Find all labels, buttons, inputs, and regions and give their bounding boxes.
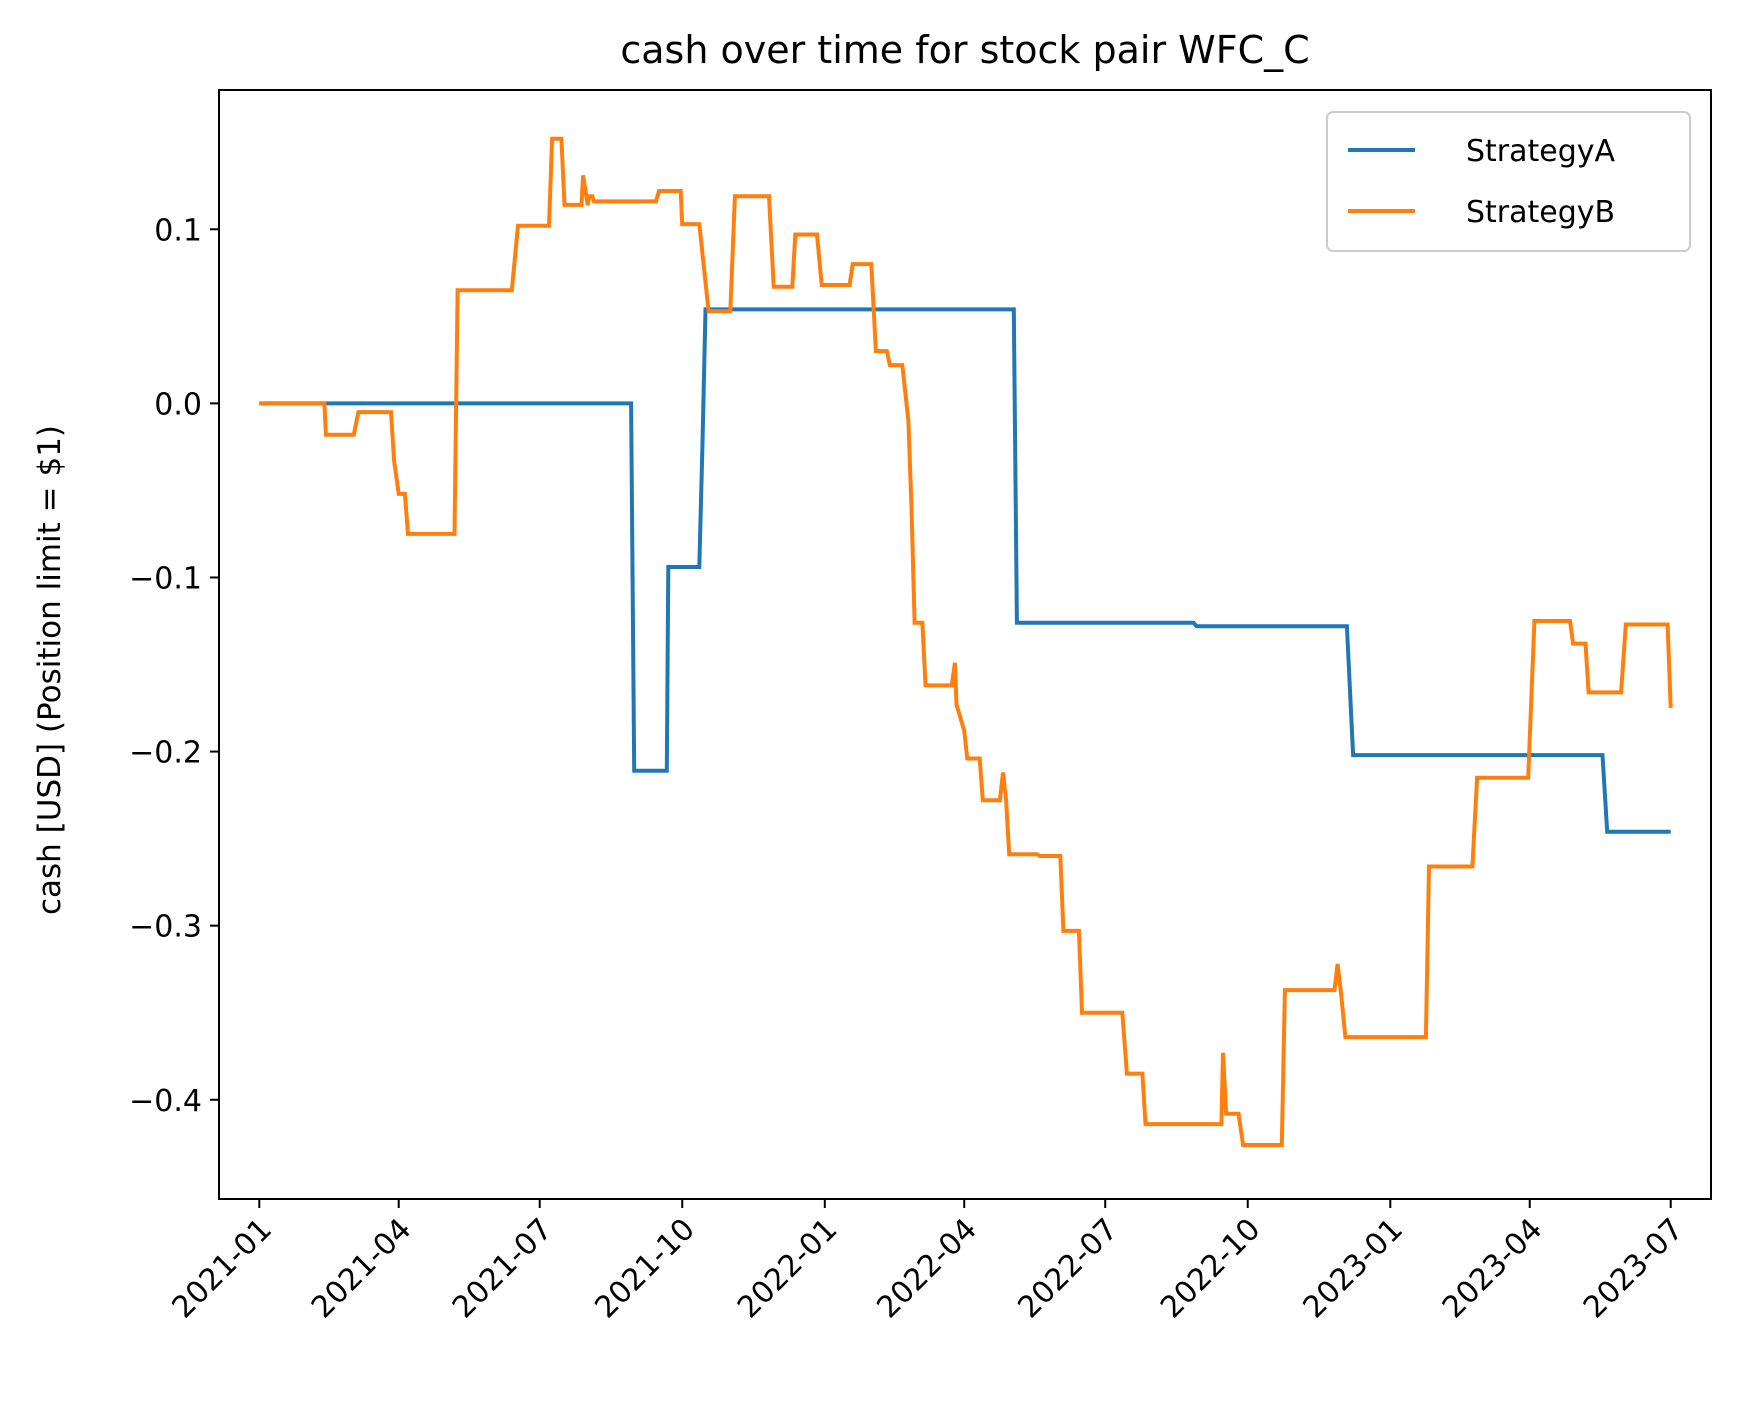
x-tick-label: 2023-07 [1577,1212,1690,1325]
legend-label-strategy-b: StrategyB [1466,195,1615,230]
x-tick-label: 2021-01 [166,1212,279,1325]
x-axis: 2021-01 2021-04 2021-07 2021-10 2022-01 2022-… [166,1199,1690,1325]
y-tick-label: −0.1 [129,561,202,596]
x-tick-label: 2023-01 [1297,1212,1410,1325]
y-tick-label: 0.1 [154,213,202,248]
x-tick-label: 2022-04 [870,1212,983,1325]
y-tick-label: −0.3 [129,910,202,945]
legend-box [1326,111,1691,252]
series-layer [259,136,1673,1147]
y-tick-label: −0.2 [129,736,202,771]
x-tick-label: 2022-01 [731,1212,844,1325]
series-line-strategyb [259,136,1673,1147]
x-tick-label: 2023-04 [1436,1212,1549,1325]
chart-title: cash over time for stock pair WFC_C [620,28,1309,72]
legend: StrategyA StrategyB [1326,111,1691,252]
y-tick-label: −0.4 [129,1084,202,1119]
y-tick-label: 0.0 [154,387,202,422]
x-tick-label: 2022-07 [1011,1212,1124,1325]
y-axis: 0.1 0.0 −0.1 −0.2 −0.3 −0.4 [129,213,219,1119]
legend-label-strategy-a: StrategyA [1466,134,1616,169]
y-axis-label: cash [USD] (Position limit = $1) [32,425,68,915]
series-line-strategya [259,307,1671,834]
plot-frame [218,89,1712,1200]
x-tick-label: 2022-10 [1154,1212,1267,1325]
x-tick-label: 2021-10 [588,1212,701,1325]
x-tick-label: 2021-07 [446,1212,559,1325]
x-tick-label: 2021-04 [305,1212,418,1325]
